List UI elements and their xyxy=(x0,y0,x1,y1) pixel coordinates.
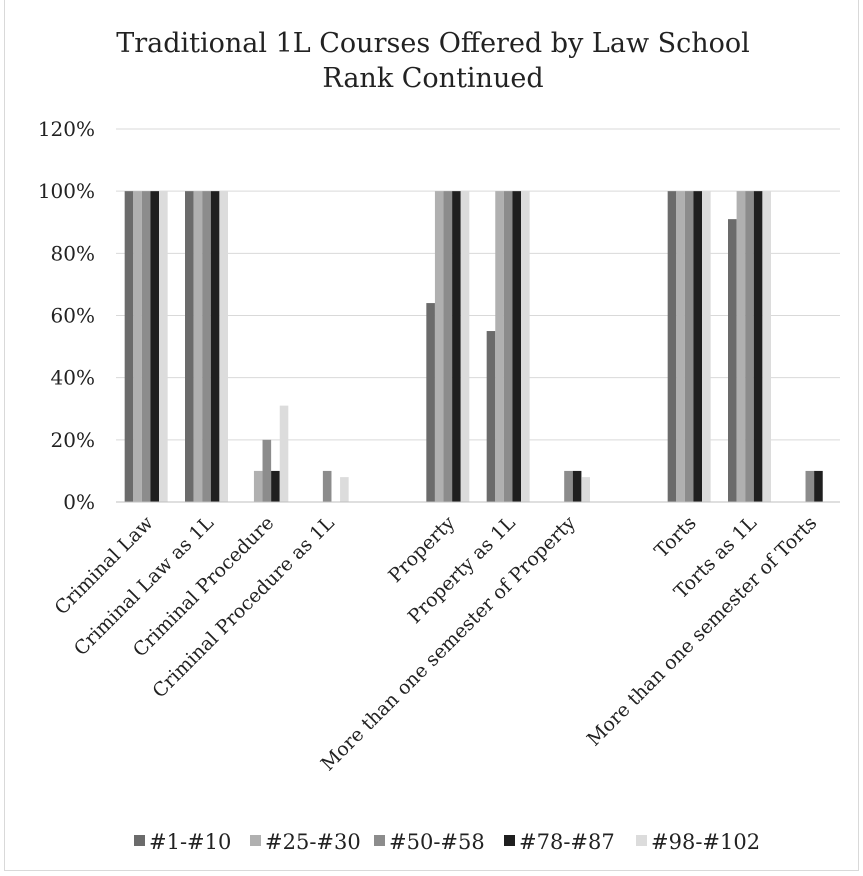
bar xyxy=(452,191,461,503)
legend-swatch xyxy=(134,835,145,846)
chart-frame: Traditional 1L Courses Offered by Law Sc… xyxy=(4,0,859,871)
bar xyxy=(684,191,694,503)
legend-item: #1-#10 xyxy=(134,830,231,854)
legend-label: #98-#102 xyxy=(651,830,760,854)
bar xyxy=(340,477,349,502)
bar xyxy=(141,191,151,503)
bar xyxy=(426,303,435,502)
bar xyxy=(443,191,453,503)
bar xyxy=(159,191,168,503)
bar xyxy=(124,191,134,503)
bar xyxy=(495,191,504,503)
bar xyxy=(271,470,280,502)
bar xyxy=(150,191,160,503)
bars xyxy=(124,191,823,503)
bar xyxy=(322,470,332,502)
bar xyxy=(512,191,522,503)
bar xyxy=(667,191,677,503)
bar xyxy=(460,191,470,503)
bar xyxy=(762,191,771,503)
y-axis-ticks: 0% 20% 40% 60% 80% 100% 120% xyxy=(38,117,95,514)
chart: Traditional 1L Courses Offered by Law Sc… xyxy=(38,28,840,854)
bar xyxy=(676,191,685,503)
legend-label: #25-#30 xyxy=(265,830,361,854)
gridlines xyxy=(116,128,840,441)
bar xyxy=(521,191,530,503)
bar xyxy=(193,191,203,503)
legend-swatch xyxy=(374,835,385,846)
bar xyxy=(728,219,737,502)
bar xyxy=(219,191,228,503)
bar xyxy=(736,191,746,503)
legend-label: #78-#87 xyxy=(519,830,615,854)
bar xyxy=(702,191,711,503)
legend-swatch xyxy=(636,835,647,846)
bar xyxy=(253,470,263,502)
bar xyxy=(693,191,703,503)
bar xyxy=(581,477,590,502)
bar xyxy=(202,191,211,503)
legend-item: #98-#102 xyxy=(636,830,760,854)
x-tick-label: More than one semester of Property xyxy=(317,512,580,775)
bar xyxy=(210,191,220,503)
legend-label: #50-#58 xyxy=(389,830,485,854)
bar xyxy=(572,470,582,502)
bar xyxy=(503,191,513,503)
x-tick-label: More than one semester of Torts xyxy=(583,512,822,751)
y-tick-label: 0% xyxy=(63,490,95,514)
legend-swatch xyxy=(504,835,515,846)
chart-title-line-2: Rank Continued xyxy=(322,63,543,94)
bar xyxy=(279,405,289,502)
bar xyxy=(262,439,272,502)
bar xyxy=(434,191,444,503)
bar xyxy=(486,331,496,502)
y-tick-label: 100% xyxy=(38,179,95,203)
bar xyxy=(753,191,763,503)
x-tick-label: Property as 1L xyxy=(404,512,520,628)
y-tick-label: 120% xyxy=(38,117,95,141)
y-tick-label: 40% xyxy=(51,366,95,390)
bar xyxy=(805,470,815,502)
x-tick-label: Torts xyxy=(650,512,700,562)
legend-item: #50-#58 xyxy=(374,830,485,854)
legend-swatch xyxy=(250,835,261,846)
bar xyxy=(564,470,573,502)
legend-item: #78-#87 xyxy=(504,830,615,854)
legend-item: #25-#30 xyxy=(250,830,361,854)
bar xyxy=(745,191,754,503)
bar xyxy=(814,470,823,502)
bar xyxy=(133,191,142,503)
y-tick-label: 20% xyxy=(51,428,95,452)
legend-label: #1-#10 xyxy=(149,830,231,854)
y-tick-label: 60% xyxy=(51,304,95,328)
bar xyxy=(185,191,194,503)
y-tick-label: 80% xyxy=(51,241,95,265)
legend: #1-#10 #25-#30 #50-#58 #78-#87 #98-#102 xyxy=(134,830,760,854)
chart-title-line-1: Traditional 1L Courses Offered by Law Sc… xyxy=(116,28,750,59)
